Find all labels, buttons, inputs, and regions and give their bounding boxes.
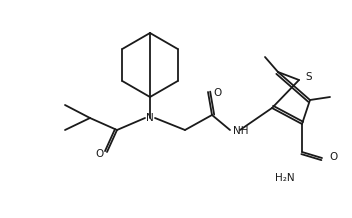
Text: S: S (305, 72, 312, 82)
Text: NH: NH (233, 126, 249, 136)
Text: N: N (146, 113, 154, 123)
Text: O: O (213, 88, 221, 98)
Text: H₂N: H₂N (275, 173, 295, 183)
Text: O: O (329, 152, 337, 162)
Text: O: O (96, 149, 104, 159)
